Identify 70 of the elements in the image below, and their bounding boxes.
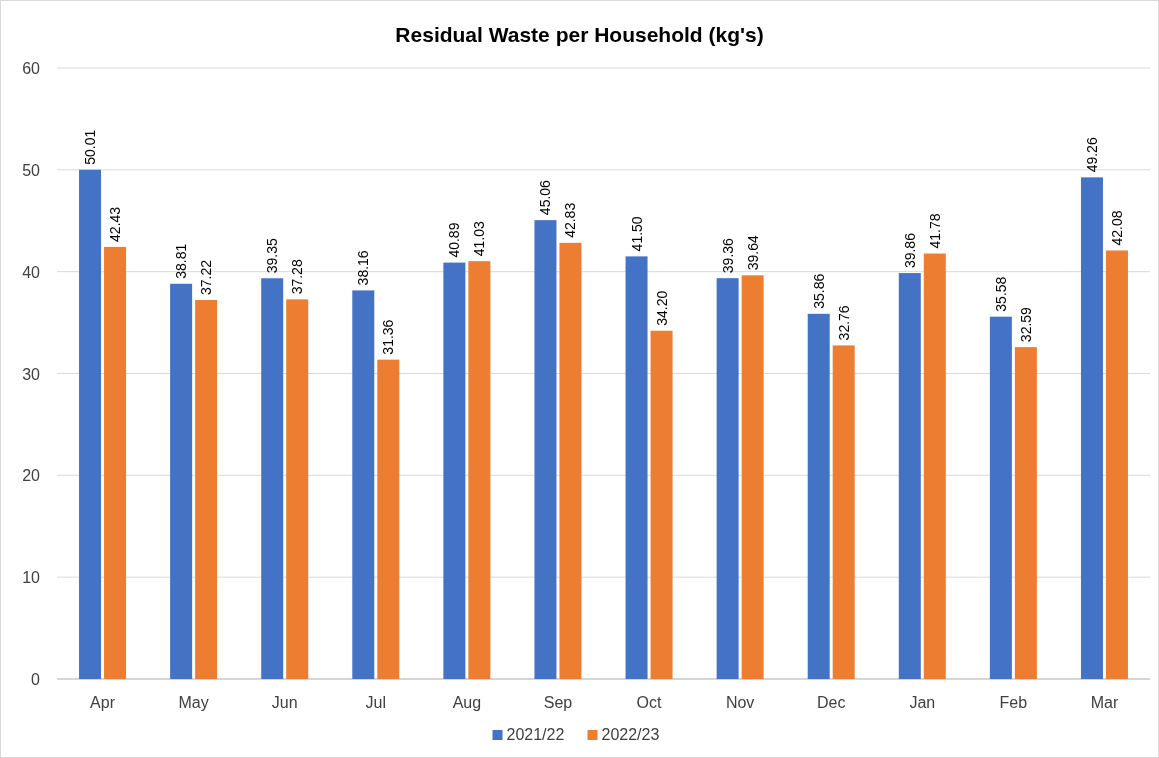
data-label: 37.22 [198,259,215,295]
bar [286,299,309,679]
x-tick-label: Sep [543,694,573,711]
bar [807,313,830,679]
data-label: 41.50 [628,216,645,252]
data-label: 49.26 [1083,137,1100,173]
data-label: 35.58 [992,276,1009,312]
data-label: 34.20 [653,290,670,326]
bar [716,278,739,679]
bar [898,273,921,679]
bar [352,290,375,679]
y-tick-label: 10 [22,569,41,587]
y-tick-label: 30 [22,365,41,383]
x-tick-label: Feb [999,694,1028,711]
x-tick-label: Mar [1090,694,1119,711]
data-label: 39.35 [264,238,281,274]
bar [468,261,491,679]
legend-label: 2021/22 [506,726,565,743]
y-tick-label: 60 [22,60,41,77]
data-label: 32.59 [1017,306,1034,343]
bar [559,242,582,679]
data-label: 32.76 [835,305,852,341]
data-label: 35.86 [810,273,827,309]
data-label: 41.78 [926,213,943,249]
data-label: 38.81 [173,243,190,279]
data-label: 39.36 [719,237,736,274]
bar [1080,177,1103,679]
data-label: 50.01 [82,129,99,165]
bar [79,169,102,679]
bar [1105,250,1128,679]
x-tick-label: Oct [636,694,663,711]
data-label: 31.36 [380,319,397,355]
bar [832,345,855,679]
x-tick-label: Dec [816,694,846,711]
x-tick-label: Nov [725,694,755,711]
x-tick-label: Jan [909,694,936,711]
y-tick-label: 50 [22,161,41,179]
data-label: 37.28 [289,259,306,295]
data-label: 39.64 [744,235,761,271]
data-label: 42.83 [562,202,579,238]
y-tick-label: 0 [31,671,41,688]
bar [923,253,946,679]
bar [443,262,466,679]
x-tick-label: Aug [452,694,482,711]
bar [534,220,557,679]
y-tick-label: 40 [22,263,41,281]
bar [195,299,218,679]
bar [741,275,764,679]
data-label: 42.08 [1108,210,1125,246]
bar [989,316,1012,679]
legend-label: 2022/23 [601,726,660,743]
data-label: 38.16 [355,250,372,286]
data-label: 42.43 [107,206,124,242]
data-label: 39.86 [901,232,918,269]
bar [625,256,648,679]
data-label: 45.06 [537,179,554,216]
x-tick-label: Jul [365,694,387,711]
bar [650,330,673,679]
data-label: 40.89 [446,222,463,258]
x-tick-label: May [178,694,209,711]
bar [377,359,400,679]
bar [104,246,127,679]
y-tick-label: 20 [22,467,41,485]
x-tick-label: Jun [271,694,298,711]
bar [1014,347,1037,679]
data-label: 41.03 [471,220,488,257]
bar [261,278,284,679]
bar [170,283,193,679]
x-tick-label: Apr [90,694,116,711]
chart-title: Residual Waste per Household (kg's) [395,23,764,46]
